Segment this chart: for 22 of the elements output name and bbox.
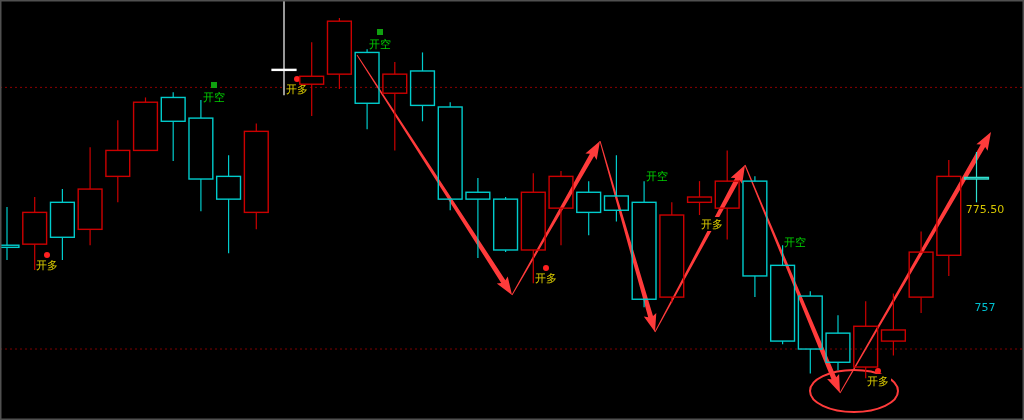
annotation: 开多 [701, 218, 723, 231]
annotation: 开空 [784, 236, 806, 249]
candlestick [908, 230, 934, 314]
y-tick-label: 757 [974, 301, 996, 315]
candlestick [215, 154, 242, 254]
annotation: 开空 [203, 91, 225, 104]
annotation: 开多 [535, 272, 557, 285]
candlestick [963, 151, 990, 203]
candlestick [825, 314, 851, 371]
candlestick [548, 170, 574, 246]
annotation: 开多 [36, 259, 58, 272]
annotation: 开空 [369, 38, 391, 51]
candlestick [77, 146, 103, 246]
candlestick [631, 180, 657, 308]
annotation: 开多 [867, 375, 889, 388]
annotation: 开多 [286, 83, 308, 96]
annotation: 开空 [646, 170, 668, 183]
candlestick [105, 119, 131, 203]
y-tick-label: 775.50 [965, 203, 1005, 217]
candlestick [465, 177, 491, 259]
candlestick [742, 175, 768, 298]
candlestick [354, 48, 380, 130]
